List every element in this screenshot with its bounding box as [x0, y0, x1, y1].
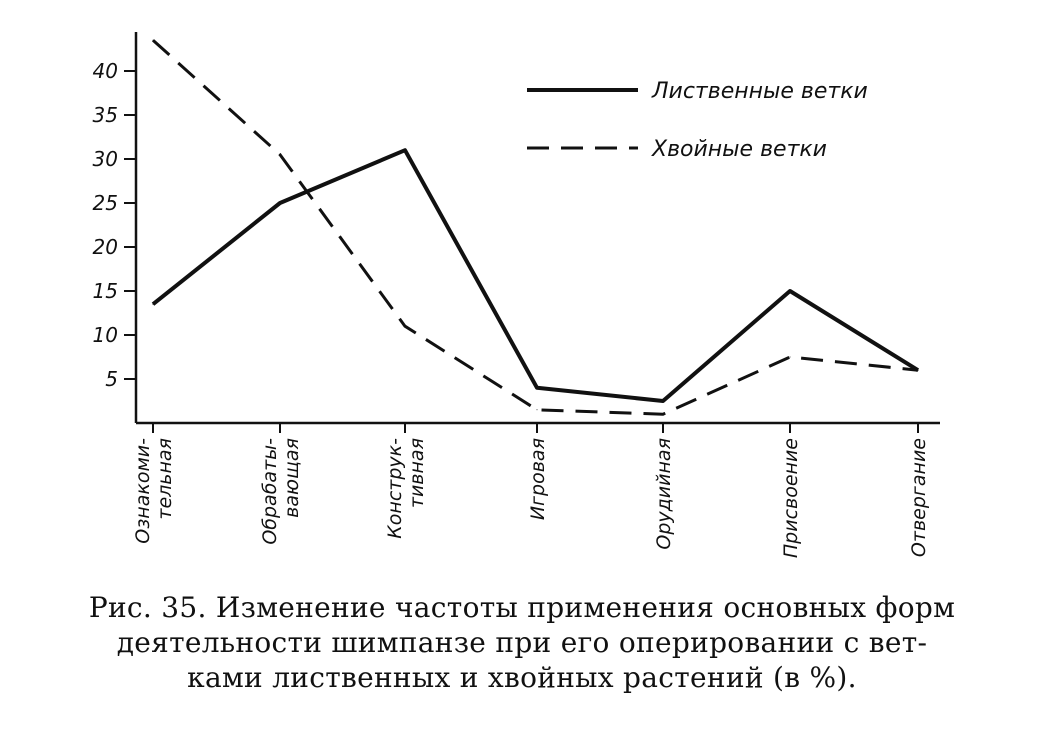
data-point [404, 325, 406, 327]
data-point [404, 149, 406, 151]
series-lines [151, 39, 920, 416]
category-label: вающая [281, 438, 303, 518]
line-chart: 5 10 15 20 25 30 35 40 Ознакоми-тельная Обрабаты… [93, 32, 940, 558]
category-label: Орудийная [653, 438, 675, 550]
legend: Лиственные ветки Хвойные ветки [527, 79, 868, 162]
y-tick-label: 20 [93, 235, 118, 259]
caption-line-3: ками лиственных и хвойных растений (в %)… [187, 661, 857, 694]
y-tick-label: 25 [93, 191, 118, 215]
x-axis-ticks: Ознакоми-тельная Обрабаты-вающая Конструк-… [132, 423, 930, 558]
data-point [789, 290, 791, 292]
caption-line-2: деятельности шимпанзе при его оперирован… [116, 626, 928, 659]
y-tick-label: 30 [93, 147, 118, 171]
data-point [152, 303, 154, 305]
data-point [152, 39, 154, 41]
data-point [536, 387, 538, 389]
y-tick-label: 40 [93, 59, 118, 83]
figure-caption: Рис. 35. Изменение частоты применения ос… [20, 590, 1024, 695]
data-point [279, 202, 281, 204]
category-label: Отвергание [908, 438, 930, 557]
y-tick-label: 35 [93, 103, 118, 127]
y-tick-label: 15 [93, 279, 118, 303]
data-point [662, 413, 664, 415]
y-tick-label: 10 [93, 323, 118, 347]
legend-label: Хвойные ветки [651, 137, 827, 162]
y-axis-ticks: 5 10 15 20 25 30 35 40 [93, 59, 136, 391]
category-label: Конструк- [384, 438, 406, 539]
caption-line-1: Рис. 35. Изменение частоты применения ос… [88, 591, 956, 624]
series-line-deciduous [151, 148, 920, 403]
data-point [917, 369, 919, 371]
category-label: Обрабаты- [259, 438, 281, 545]
category-label: Игровая [527, 438, 549, 520]
data-point [789, 356, 791, 358]
category-label: тельная [154, 438, 176, 520]
data-point [279, 154, 281, 156]
category-label: Ознакоми- [132, 438, 154, 544]
category-label: тивная [406, 438, 428, 508]
legend-label: Лиственные ветки [651, 79, 868, 104]
data-point [536, 409, 538, 411]
category-label: Присвоение [780, 438, 802, 558]
data-point [662, 400, 664, 402]
y-tick-label: 5 [105, 367, 118, 391]
